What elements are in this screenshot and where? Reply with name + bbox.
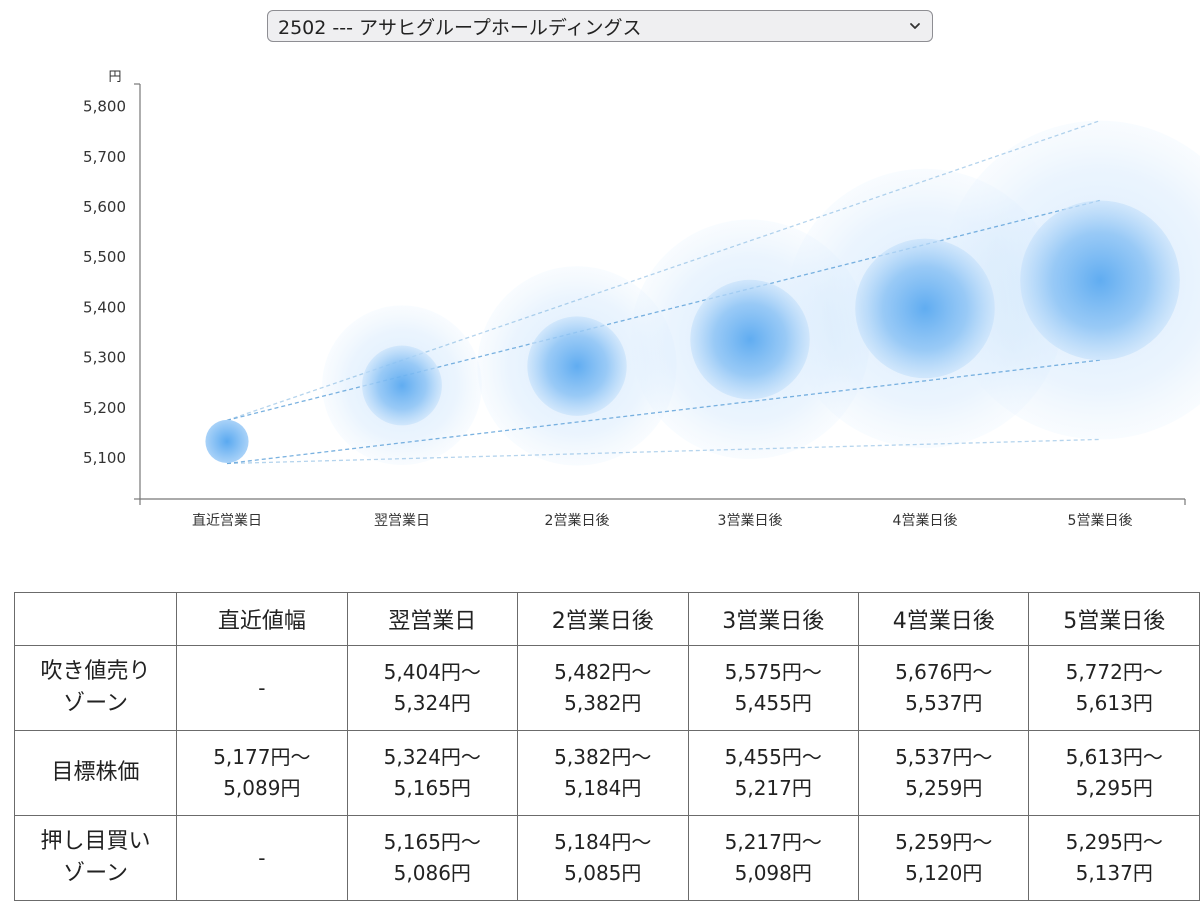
trend-line — [226, 438, 1101, 465]
price-cell: 5,404円〜 5,324円 — [346, 645, 519, 731]
price-cell-line: 5,089円 — [223, 776, 301, 800]
price-cell-line: 5,455円 — [734, 691, 812, 715]
price-cell-line: 5,177円〜 — [213, 745, 311, 769]
price-cell: 5,382円〜 5,184円 — [517, 730, 689, 816]
price-cell-line: 5,184円〜 — [554, 830, 652, 854]
table-row: 吹き値売りゾーン - 5,404円〜 5,324円 5,482円〜 5,382円 5,575… — [13, 645, 1200, 731]
target-range-bubble — [527, 316, 627, 416]
price-cell: 5,177円〜 5,089円 — [176, 730, 348, 816]
row-header-line: 吹き値売り — [40, 659, 151, 684]
price-cell-line: 5,613円 — [1075, 691, 1153, 715]
price-cell-line: 5,772円〜 — [1065, 660, 1163, 684]
y-tick-label: 5,600 — [83, 198, 126, 216]
stock-select[interactable]: 2502 --- アサヒグループホールディングス — [267, 10, 933, 42]
x-tick-label: 2営業日後 — [545, 513, 610, 529]
table-row: 押し目買いゾーン - 5,165円〜 5,086円 5,184円〜 5,085円 5,217… — [13, 815, 1200, 901]
price-cell-line: 5,295円〜 — [1065, 830, 1163, 854]
price-cell: 5,455円〜 5,217円 — [687, 730, 859, 816]
price-cell-line: 5,085円 — [564, 861, 642, 885]
price-range-chart: 円 5,100 5,200 5,300 5,400 5,500 5,600 5,700 5,80… — [83, 70, 1200, 529]
price-cell-line: 5,120円 — [905, 861, 983, 885]
column-header: 翌営業日 — [346, 592, 519, 646]
row-header: 目標株価 — [13, 730, 178, 816]
price-cell-line: 5,259円 — [905, 776, 983, 800]
x-tick-label: 4営業日後 — [893, 513, 958, 529]
price-cell-line: 5,482円〜 — [554, 660, 652, 684]
stock-select-value: 2502 --- アサヒグループホールディングス — [278, 16, 642, 39]
price-cell-line: 5,098円 — [734, 861, 812, 885]
price-cell-line: 5,217円〜 — [724, 830, 822, 854]
price-cell-line: 5,259円〜 — [895, 830, 993, 854]
price-cell-line: 5,382円〜 — [554, 745, 652, 769]
price-cell-line: 5,404円〜 — [383, 660, 481, 684]
price-cell-line: 5,455円〜 — [724, 745, 822, 769]
column-header: 4営業日後 — [857, 592, 1030, 646]
row-header: 吹き値売り ゾーン — [13, 645, 178, 731]
price-cell-line: 5,295円 — [1075, 776, 1153, 800]
price-cell-line: 5,137円 — [1075, 861, 1153, 885]
column-header: 2営業日後 — [517, 592, 689, 646]
price-cell: 5,575円〜 5,455円 — [687, 645, 859, 731]
x-tick-label: 5営業日後 — [1068, 513, 1133, 529]
price-cell-line: 5,537円〜 — [895, 745, 993, 769]
target-range-bubble — [1020, 200, 1180, 361]
price-cell-line: 5,575円〜 — [724, 660, 822, 684]
price-cell: - — [176, 815, 348, 901]
y-tick-label: 5,400 — [83, 298, 126, 316]
target-range-bubble — [855, 238, 995, 379]
chevron-down-icon — [910, 23, 920, 29]
price-cell: 5,165円〜 5,086円 — [346, 815, 519, 901]
price-cell-line: - — [258, 845, 266, 870]
price-cell-line: 5,613円〜 — [1065, 745, 1163, 769]
y-tick-label: 5,500 — [83, 248, 126, 266]
x-tick-label: 翌営業日 — [374, 513, 430, 529]
price-cell: 5,676円〜 5,537円 — [857, 645, 1030, 731]
column-header: 3営業日後 — [687, 592, 859, 646]
price-cell-line: 5,086円 — [393, 861, 471, 885]
price-cell-line: 5,676円〜 — [895, 660, 993, 684]
price-cell-line: 5,165円 — [393, 776, 471, 800]
y-tick-label: 5,200 — [83, 399, 126, 417]
price-cell: 5,184円〜 5,085円 — [517, 815, 689, 901]
price-cell: 5,537円〜 5,259円 — [857, 730, 1030, 816]
price-cell: 5,772円〜 5,613円 — [1028, 645, 1200, 731]
price-cell: - — [176, 645, 348, 731]
table-header-row: 直近値幅 翌営業日 2営業日後 3営業日後 4営業日後 5営業日後 — [13, 592, 1200, 646]
row-header-line: 押し目買い — [40, 829, 151, 854]
forecast-table: 直近値幅 翌営業日 2営業日後 3営業日後 4営業日後 5営業日後 吹き値売りゾーン - 5,… — [13, 592, 1200, 901]
price-cell-line: - — [258, 675, 266, 700]
y-tick-label: 5,700 — [83, 148, 126, 166]
target-range-bubble — [362, 345, 442, 426]
row-header-line: ゾーン — [63, 691, 128, 716]
y-axis-unit-label: 円 — [108, 70, 121, 85]
y-tick-label: 5,300 — [83, 349, 126, 367]
table-row: 目標株価 5,177円〜 5,089円 5,324円〜 5,165円 5,382円〜 5,1… — [13, 730, 1200, 816]
price-cell: 5,217円〜 5,098円 — [687, 815, 859, 901]
table-corner-cell — [13, 592, 178, 646]
x-tick-label: 3営業日後 — [718, 513, 783, 529]
y-tick-label: 5,100 — [83, 449, 126, 467]
price-cell-line: 5,382円 — [564, 691, 642, 715]
current-range-bubble — [205, 419, 249, 464]
row-header-line: ゾーン — [63, 861, 128, 886]
price-cell-line: 5,324円 — [393, 691, 471, 715]
column-header: 5営業日後 — [1028, 592, 1200, 646]
price-cell-line: 5,184円 — [564, 776, 642, 800]
price-cell: 5,482円〜 5,382円 — [517, 645, 689, 731]
price-cell: 5,324円〜 5,165円 — [346, 730, 519, 816]
y-tick-label: 5,800 — [83, 98, 126, 116]
column-header: 直近値幅 — [176, 592, 348, 646]
target-range-bubble — [690, 279, 810, 400]
row-header-line: 目標株価 — [51, 760, 140, 785]
price-cell: 5,613円〜 5,295円 — [1028, 730, 1200, 816]
x-tick-label: 直近営業日 — [192, 512, 262, 529]
price-cell-line: 5,165円〜 — [383, 830, 481, 854]
price-cell-line: 5,324円〜 — [383, 745, 481, 769]
price-cell-line: 5,537円 — [905, 691, 983, 715]
price-cell: 5,259円〜 5,120円 — [857, 815, 1030, 901]
price-cell-line: 5,217円 — [734, 776, 812, 800]
row-header: 押し目買い ゾーン — [13, 815, 178, 901]
price-cell: 5,295円〜 5,137円 — [1028, 815, 1200, 901]
